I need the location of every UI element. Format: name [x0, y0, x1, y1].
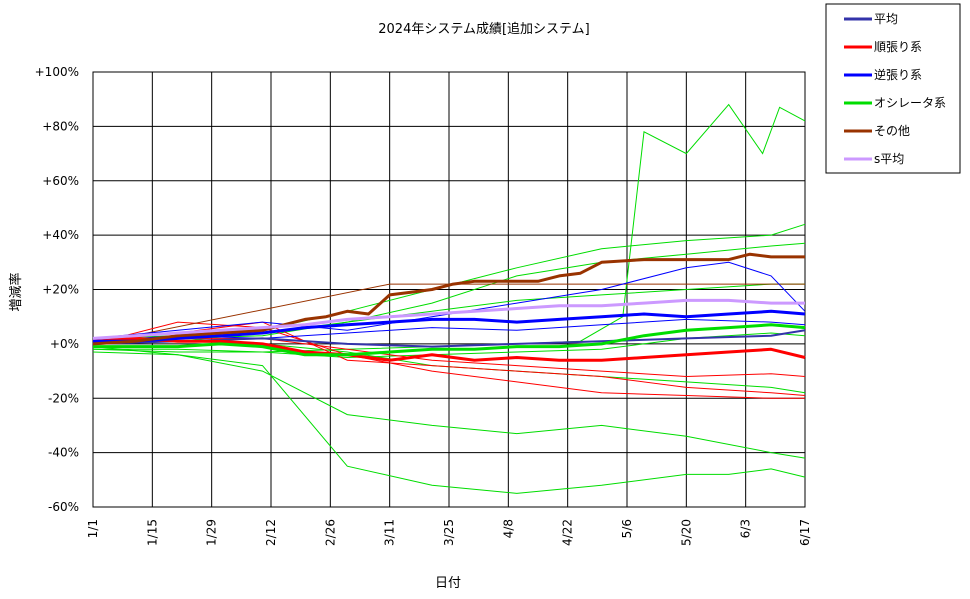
- x-tick-label: 5/20: [679, 519, 693, 546]
- x-tick-label: 3/11: [383, 519, 397, 546]
- y-axis-ticks: +100% +80% +60% +40% +20% +0% -20% -40% -60%: [35, 65, 79, 514]
- background-series-line: [92, 103, 806, 353]
- chart-title: 2024年システム成績[追加システム]: [378, 21, 589, 37]
- background-series-line: [92, 261, 806, 339]
- x-tick-label: 1/1: [86, 519, 100, 538]
- x-axis-label: 日付: [435, 576, 461, 591]
- y-tick-label: +60%: [42, 174, 79, 188]
- y-tick-label: -20%: [48, 391, 79, 405]
- x-tick-label: 1/15: [145, 519, 159, 546]
- background-series-line: [93, 332, 806, 359]
- background-series-line: [92, 283, 805, 345]
- y-tick-label: +100%: [35, 65, 79, 79]
- y-tick-label: +20%: [42, 283, 79, 297]
- y-axis-label: 増減率: [8, 272, 24, 311]
- y-tick-label: +0%: [50, 337, 79, 351]
- series-line: [92, 252, 805, 346]
- legend-label: 平均: [874, 12, 898, 26]
- series-line: [93, 309, 806, 343]
- legend-label: その他: [874, 124, 910, 138]
- x-tick-label: 3/25: [442, 519, 456, 546]
- legend-label: オシレータ系: [874, 96, 946, 110]
- main-series-group: [92, 252, 806, 362]
- legend-box: [825, 3, 961, 174]
- background-series-line: [92, 346, 806, 459]
- background-series-line: [92, 351, 806, 494]
- y-tick-label: +40%: [42, 228, 79, 242]
- y-tick-label: -40%: [48, 446, 79, 460]
- y-tick-label: +80%: [42, 119, 79, 133]
- background-series-line: [92, 321, 805, 399]
- x-tick-label: 6/17: [798, 519, 812, 546]
- x-tick-label: 4/22: [561, 519, 575, 546]
- background-series-line: [92, 321, 806, 396]
- legend-label: 逆張り系: [874, 67, 922, 82]
- x-tick-label: 2/26: [323, 519, 337, 546]
- x-tick-label: 4/8: [501, 519, 515, 538]
- background-series-line: [92, 337, 806, 378]
- series-line: [93, 323, 806, 357]
- legend-label: s平均: [874, 152, 904, 166]
- series-line: [92, 298, 805, 340]
- y-tick-label: -60%: [48, 500, 79, 514]
- series-line: [92, 336, 806, 362]
- x-tick-label: 6/3: [739, 519, 753, 538]
- grid: [92, 71, 806, 508]
- legend-label: 順張り系: [874, 40, 922, 54]
- x-axis-ticks: 1/1 1/15 1/29 2/12 2/26 3/11 3/25 4/8 4/22 5/6 5/2…: [86, 519, 812, 546]
- x-tick-label: 1/29: [205, 519, 219, 546]
- x-tick-label: 2/12: [264, 519, 278, 546]
- x-tick-label: 5/6: [620, 519, 634, 538]
